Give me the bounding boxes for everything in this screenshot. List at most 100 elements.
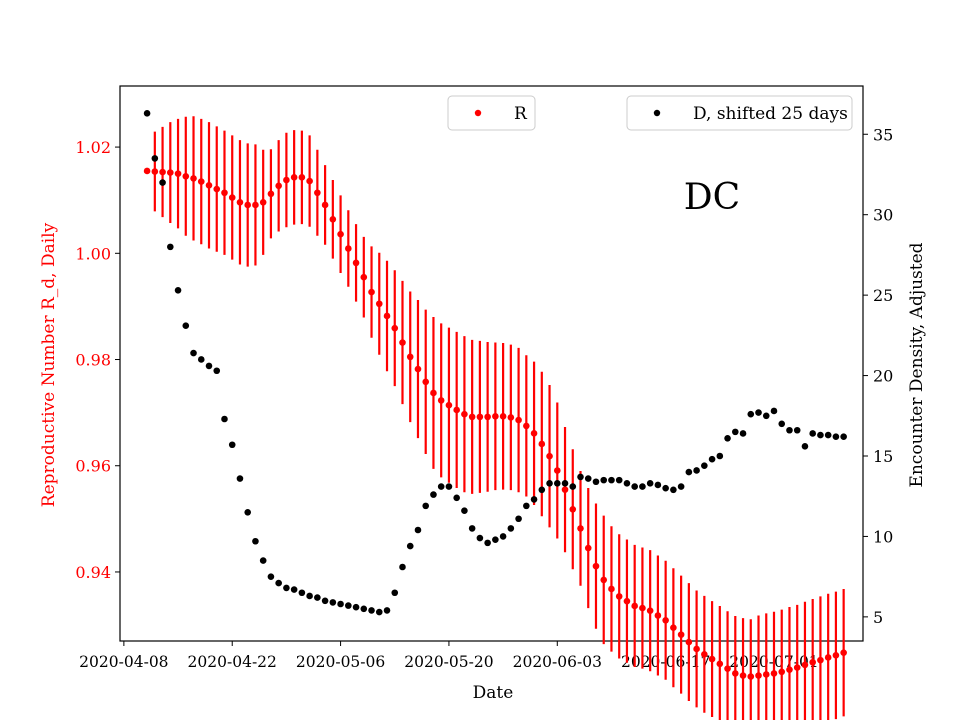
d-data-point [584,475,592,482]
r-data-point [600,576,608,584]
d-data-point [306,592,313,600]
plot-area: 2020-04-08 2020-04-22 2020-05-06 2020-05-20… [75,85,893,724]
d-data-point [793,426,801,434]
d-data-point [221,415,228,423]
d-data-point [492,536,499,543]
d-data-point [762,412,770,420]
d-data-point [553,480,561,487]
legend-d: D, shifted 25 days [626,95,853,131]
r-data-point [437,397,445,404]
d-data-point [290,586,298,593]
d-data-point [205,362,213,370]
legend-d-marker [653,109,661,117]
r-data-point [321,201,329,209]
d-data-point [755,409,762,416]
r-data-point [708,655,716,663]
d-data-point [731,428,739,436]
r-data-point [484,413,491,421]
d-data-point [484,539,491,547]
d-data-point [615,476,623,484]
r-data-point [314,189,321,197]
d-data-point [662,484,669,492]
d-data-point [197,356,205,363]
r-data-point [778,668,786,676]
d-data-point [174,287,182,294]
y-right-tick-label: 35 [873,125,893,144]
y-right-tick-label: 10 [873,527,893,546]
x-axis-label: Date [473,683,514,703]
y-left-tick-label: 1.00 [75,244,111,263]
r-data-point [654,612,662,619]
d-data-point [538,486,546,494]
d-data-point [840,433,847,440]
d-data-point [151,155,159,162]
d-data-point [252,537,259,545]
y-left-tick-label: 0.94 [75,563,111,582]
r-data-point [646,607,654,615]
r-data-point [530,430,538,437]
d-data-point [747,410,755,418]
y-right-tick-label: 25 [873,286,893,305]
d-data-point [213,367,221,375]
r-data-point [430,389,437,397]
d-data-point [608,476,615,484]
y-left-tick-label: 0.96 [75,457,111,476]
d-data-point [244,509,252,516]
d-data-point [391,589,399,597]
r-data-point [832,652,840,659]
y-right-tick-label: 30 [873,206,893,225]
d-data-point [267,573,275,580]
d-data-point [453,494,460,502]
r-data-point [213,185,221,193]
d-data-point [259,557,267,564]
legend-d-frame [626,95,853,131]
r-data-point [685,638,693,646]
legend-r-frame [447,95,536,131]
d-data-point [670,486,677,494]
d-data-point [360,605,368,613]
r-data-point [375,300,383,308]
d-data-point [739,430,747,437]
r-data-point [290,174,298,181]
y-left-tick-label: 0.98 [75,351,111,370]
d-data-point [422,502,430,510]
y-right-tick-label: 5 [873,608,883,627]
r-data-point [406,353,414,361]
r-data-point [731,670,739,677]
d-data-point [414,526,422,534]
d-data-point [159,179,166,186]
r-data-point [747,673,755,680]
r-data-point [577,525,584,532]
r-data-point [553,467,561,474]
r-data-point [360,273,368,281]
d-data-point [646,480,654,487]
d-data-point [515,515,522,523]
r-data-point [244,201,252,209]
r-data-point [615,593,623,600]
d-data-point [817,431,824,439]
d-data-point [167,243,174,251]
legend-r: R [447,95,536,131]
d-data-point [639,483,646,490]
d-data-point [375,608,383,616]
r-data-point [693,645,700,653]
r-data-point [383,312,391,320]
d-data-point [577,473,584,481]
d-data-point [314,594,321,601]
d-data-point [399,563,406,571]
r-data-point [499,413,507,420]
r-data-point [205,182,213,189]
d-data-point [832,433,840,440]
d-data-point [283,584,290,592]
d-data-point [685,468,693,476]
r-data-point [197,178,205,185]
r-data-point [724,665,731,672]
r-data-point [762,671,770,678]
r-data-point [414,365,422,373]
d-data-point [701,462,708,469]
d-data-point [809,430,816,437]
r-data-point [631,602,638,610]
r-data-point [174,170,182,177]
legend-d-label: D, shifted 25 days [693,104,848,124]
legend-r-marker [474,109,482,117]
